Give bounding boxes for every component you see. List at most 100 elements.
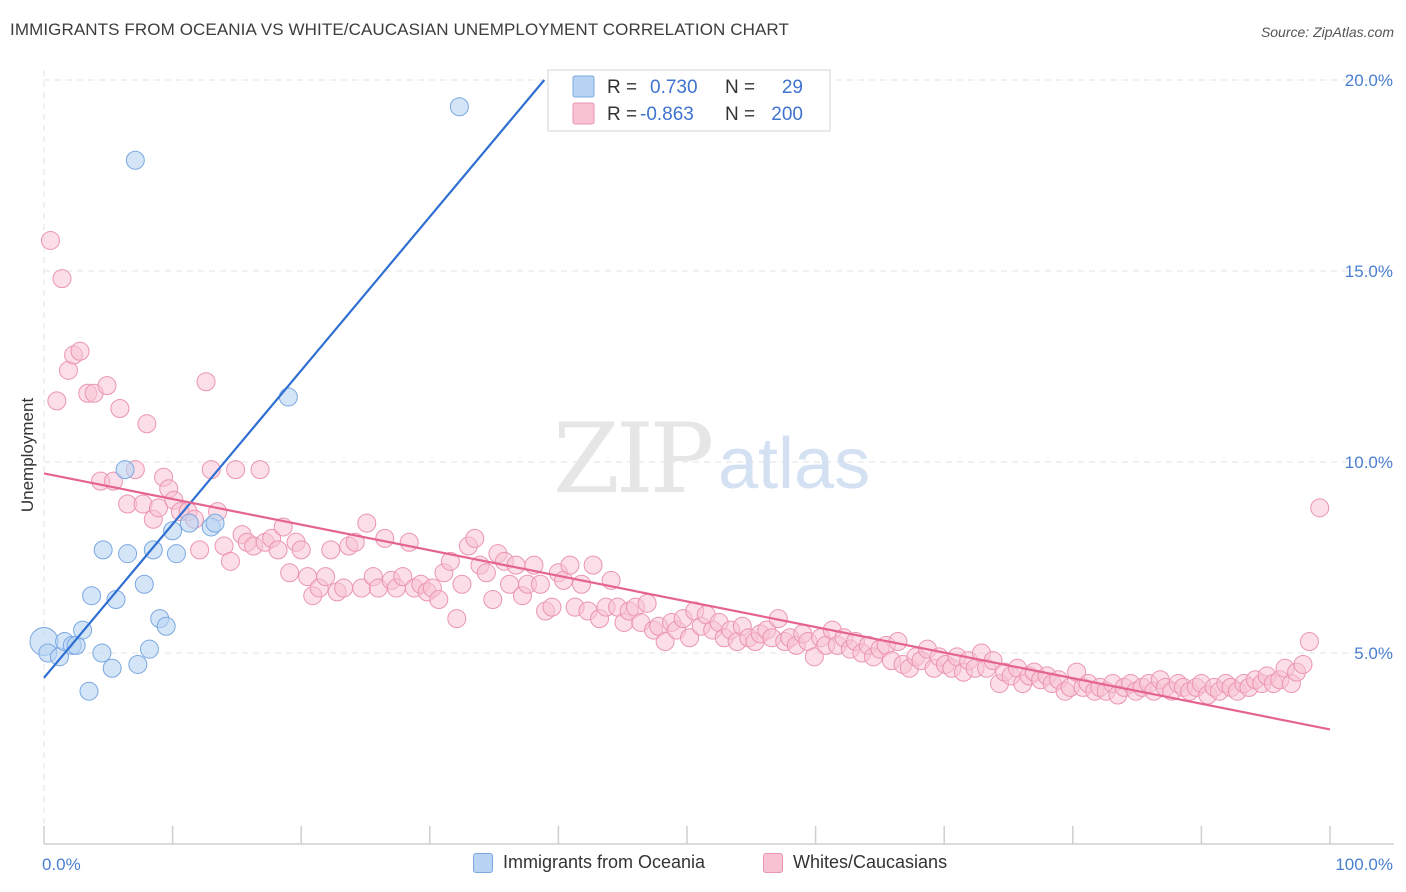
blue-point-15: [125, 150, 145, 170]
pink-point-9: [97, 376, 117, 396]
pink-point-45: [316, 567, 336, 587]
blue-point-11: [102, 658, 122, 678]
blue-series-points: [29, 97, 469, 701]
pink-point-90: [583, 555, 603, 575]
legend-n-label-blue: N =: [725, 77, 755, 98]
blue-point-9: [92, 643, 112, 663]
blue-point-17: [134, 574, 154, 594]
watermark-atlas: atlas: [718, 424, 870, 504]
legend-swatch-blue: [572, 75, 595, 98]
pink-point-102: [655, 632, 675, 652]
x-tick-label-max: 100.0%: [1335, 855, 1393, 874]
legend-r-label-blue: R =: [607, 77, 637, 98]
blue-point-19: [143, 540, 163, 560]
pink-point-127: [804, 647, 824, 667]
pink-point-46: [321, 540, 341, 560]
grid-lines: [43, 70, 1394, 844]
pink-point-66: [440, 551, 460, 571]
pink-point-50: [345, 532, 365, 552]
pink-point-83: [542, 597, 562, 617]
pink-point-81: [530, 574, 550, 594]
pink-point-15: [137, 414, 157, 434]
blue-point-10: [93, 540, 113, 560]
pink-point-99: [637, 593, 657, 613]
legend-top: R = 0.730 N = 29 R = -0.863 N = 200: [547, 69, 831, 132]
pink-point-29: [220, 551, 240, 571]
legend-r-value-blue: 0.730: [650, 77, 698, 98]
pink-point-58: [393, 567, 413, 587]
pink-point-211: [1310, 498, 1330, 518]
blue-point-26: [205, 513, 225, 533]
legend-item-whites[interactable]: Whites/Caucasians: [763, 852, 947, 873]
y-tick-label-20: 20.0%: [1345, 71, 1393, 90]
pink-point-25: [196, 372, 216, 392]
pink-point-0: [40, 230, 60, 250]
pink-point-55: [375, 528, 395, 548]
pink-point-73: [483, 590, 503, 610]
legend-swatch-pink: [572, 102, 595, 125]
legend-box: [547, 69, 831, 132]
trend-lines: [43, 79, 1331, 731]
legend-n-value-pink: 200: [771, 104, 803, 125]
blue-point-7: [79, 681, 99, 701]
pink-point-17: [148, 498, 168, 518]
pink-point-72: [476, 563, 496, 583]
blue-point-18: [139, 639, 159, 659]
trend-line-oceania: [43, 79, 546, 679]
pink-point-39: [280, 563, 300, 583]
pink-point-37: [268, 540, 288, 560]
legend-item-oceania[interactable]: Immigrants from Oceania: [473, 852, 705, 873]
blue-point-28: [449, 97, 469, 117]
y-tick-label-15: 15.0%: [1345, 262, 1393, 281]
pink-point-48: [334, 578, 354, 598]
pink-point-67: [447, 609, 467, 629]
pink-point-5: [70, 341, 90, 361]
y-tick-label-5: 5.0%: [1354, 644, 1393, 663]
blue-point-24: [179, 513, 199, 533]
legend-label-oceania: Immigrants from Oceania: [503, 852, 706, 872]
pink-point-106: [680, 628, 700, 648]
pink-point-52: [357, 513, 377, 533]
pink-point-41: [291, 540, 311, 560]
pink-point-24: [190, 540, 210, 560]
pink-point-11: [110, 399, 130, 419]
legend-swatch-whites: [763, 852, 783, 873]
watermark-zip: ZIP: [553, 403, 712, 515]
blue-point-8: [82, 586, 102, 606]
legend-swatch-oceania: [473, 852, 493, 873]
y-tick-label-10: 10.0%: [1345, 453, 1393, 472]
pink-point-210: [1299, 632, 1319, 652]
watermark: ZIP atlas: [553, 403, 870, 515]
pink-point-70: [465, 528, 485, 548]
legend-r-label-pink: R =: [607, 104, 637, 125]
blue-point-27: [278, 387, 298, 407]
x-axis-ticks: [43, 826, 1331, 844]
legend-label-whites: Whites/Caucasians: [793, 852, 948, 872]
legend-r-value-pink: -0.863: [640, 104, 694, 125]
x-tick-labels: 0.0% 100.0%: [42, 855, 1393, 874]
y-tick-labels: 5.0% 10.0% 15.0% 20.0%: [1345, 71, 1393, 663]
legend-n-value-blue: 29: [782, 77, 803, 98]
chart-title: IMMIGRANTS FROM OCEANIA VS WHITE/CAUCASI…: [10, 20, 789, 39]
pink-point-2: [52, 269, 72, 289]
pink-series-points: [40, 230, 1330, 705]
blue-point-13: [115, 460, 135, 480]
blue-point-22: [163, 521, 183, 541]
pink-point-64: [429, 590, 449, 610]
pink-point-68: [452, 574, 472, 594]
source-label: Source: ZipAtlas.com: [1260, 24, 1394, 40]
pink-point-86: [560, 555, 580, 575]
legend-bottom: Immigrants from Oceania Whites/Caucasian…: [0, 852, 1406, 880]
trend-line-whites: [43, 472, 1331, 731]
pink-point-209: [1293, 654, 1313, 674]
blue-point-21: [156, 616, 176, 636]
blue-point-14: [118, 544, 138, 564]
pink-point-30: [226, 460, 246, 480]
pink-point-1: [47, 391, 67, 411]
pink-point-88: [572, 574, 592, 594]
pink-point-34: [250, 460, 270, 480]
y-axis-label: Unemployment: [18, 398, 37, 513]
x-tick-label-min: 0.0%: [42, 855, 81, 874]
legend-n-label-pink: N =: [725, 104, 755, 125]
